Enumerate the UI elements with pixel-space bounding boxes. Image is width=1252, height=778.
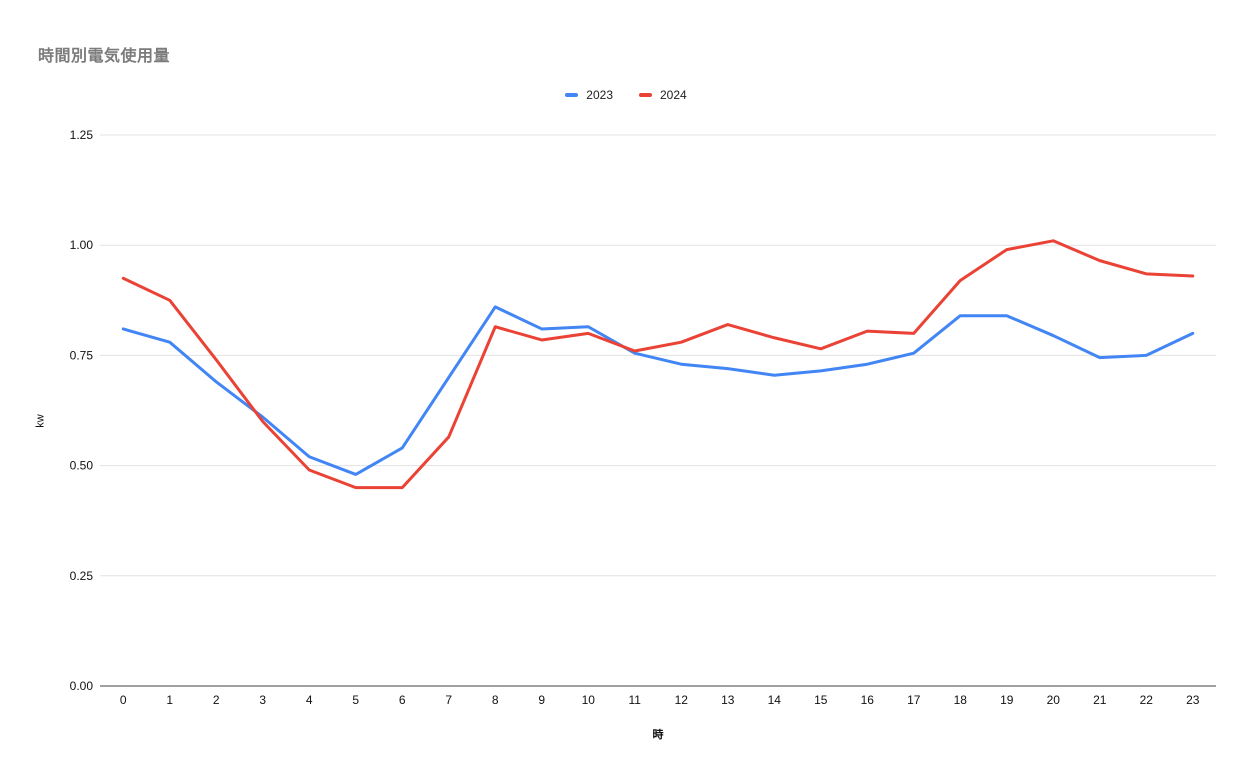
x-tick-label: 20 [1047, 693, 1061, 707]
x-tick-label: 17 [907, 693, 921, 707]
x-tick-label: 9 [538, 693, 545, 707]
series-line-2023 [121, 305, 1195, 476]
x-tick-label: 5 [352, 693, 359, 707]
x-tick-label: 1 [166, 693, 173, 707]
x-tick-label: 7 [445, 693, 452, 707]
legend-swatch-2024 [639, 93, 652, 97]
x-tick-label: 19 [1000, 693, 1014, 707]
x-tick-label: 11 [629, 693, 642, 707]
x-tick-label: 21 [1093, 693, 1107, 707]
legend-swatch-2023 [565, 93, 579, 97]
x-tick-label: 16 [861, 693, 875, 707]
x-tick-label: 4 [306, 693, 313, 707]
x-tick-label: 15 [814, 693, 828, 707]
x-tick-label: 6 [399, 693, 406, 707]
y-tick-label: 0.50 [70, 459, 94, 473]
x-tick-label: 22 [1140, 693, 1154, 707]
x-tick-label: 13 [721, 693, 735, 707]
legend-item-2023: 2023 [565, 88, 613, 102]
x-tick-label: 8 [492, 693, 499, 707]
y-axis-title: kw [34, 414, 47, 428]
x-tick-label: 2 [213, 693, 220, 707]
x-tick-label: 0 [120, 693, 127, 707]
series-line-2024 [121, 239, 1195, 490]
x-axis-title: 時 [652, 729, 664, 741]
y-tick-label: 0.25 [70, 569, 94, 583]
x-tick-label: 14 [768, 693, 782, 707]
x-tick-label: 18 [954, 693, 968, 707]
legend-label-2023: 2023 [586, 88, 613, 102]
y-tick-label: 0.00 [70, 679, 94, 693]
x-tick-label: 23 [1186, 693, 1200, 707]
y-tick-label: 1.00 [70, 238, 94, 252]
legend-item-2024: 2024 [639, 88, 687, 102]
x-tick-label: 10 [582, 693, 596, 707]
chart-title: 時間別電気使用量 [38, 48, 171, 65]
y-tick-label: 1.25 [70, 128, 94, 142]
x-tick-label: 3 [259, 693, 266, 707]
legend-label-2024: 2024 [660, 88, 687, 102]
chart-legend: 2023 2024 [0, 88, 1252, 102]
x-tick-label: 12 [675, 693, 689, 707]
y-tick-label: 0.75 [70, 348, 94, 362]
